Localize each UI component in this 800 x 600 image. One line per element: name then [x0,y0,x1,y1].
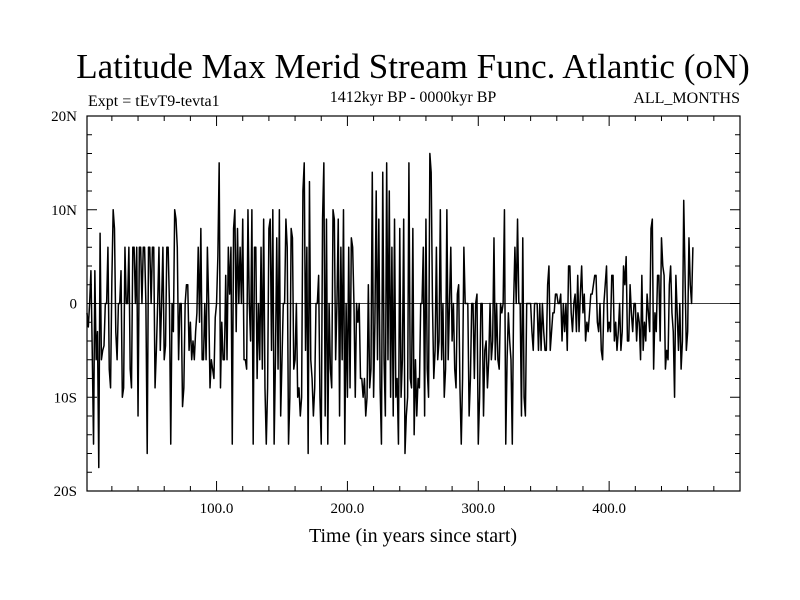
series-line-latitude [86,152,694,469]
x-tick-label: 300.0 [461,501,495,517]
chart-subtitle-left: Expt = tEvT9-tevta1 [88,93,220,110]
chart-title: Latitude Max Merid Stream Func. Atlantic… [76,47,750,86]
y-tick-label: 0 [70,297,78,313]
x-tick-label: 200.0 [331,501,365,517]
y-tick-label: 20S [54,484,77,500]
chart-subtitle-center: 1412kyr BP - 0000kyr BP [330,89,497,106]
axis-ticks [87,116,740,491]
y-tick-label: 10N [51,203,77,219]
x-tick-label: 100.0 [200,501,234,517]
chart-subtitle-right: ALL_MONTHS [633,90,740,107]
y-tick-label: 10S [54,390,77,406]
axis-tick-labels: 100.0 200.0 300.0 400.0 20N 10N 0 10S 20S [51,109,626,517]
x-tick-label: 400.0 [592,501,626,517]
y-tick-label: 20N [51,109,77,125]
series-layer [86,152,740,469]
x-axis-label: Time (in years since start) [309,525,517,547]
